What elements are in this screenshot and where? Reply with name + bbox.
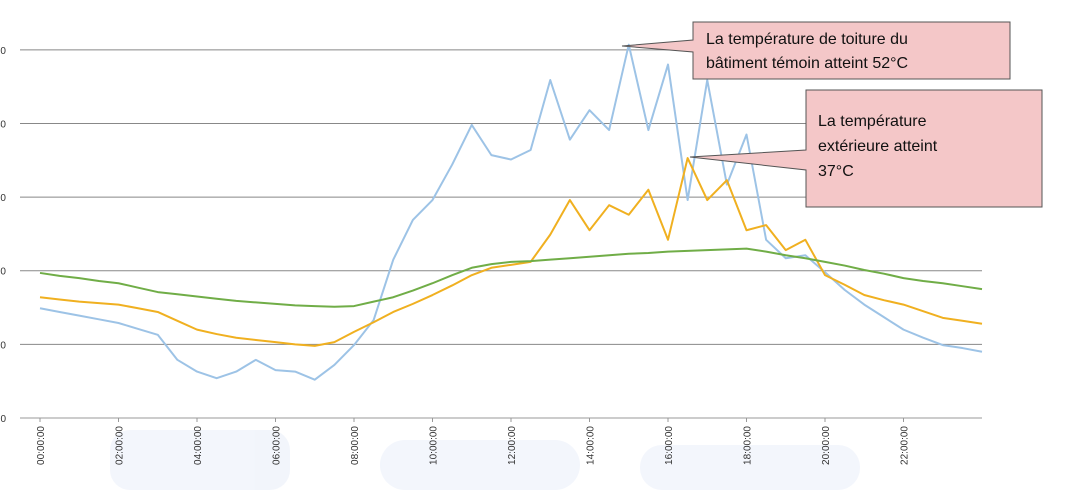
x-tick-label: 10:00:00 [429, 426, 440, 465]
x-tick-label: 08:00:00 [350, 426, 361, 465]
watermark [110, 430, 860, 490]
y-tick-label: 30 [0, 193, 6, 204]
x-tick-label: 20:00:00 [821, 426, 832, 465]
y-tick-label: 0 [0, 414, 6, 425]
x-tick-label: 02:00:00 [115, 426, 126, 465]
y-tick-label: 40 [0, 119, 6, 130]
x-tick-label: 06:00:00 [272, 426, 283, 465]
x-tick-label: 04:00:00 [193, 426, 204, 465]
callout: La température extérieure atteint 37°C [689, 89, 1043, 208]
callout-text: bâtiment témoin atteint 52°C [706, 55, 908, 72]
x-tick-label: 12:00:00 [507, 426, 518, 465]
callout: La température de toiture du bâtiment té… [621, 21, 1011, 80]
series-line [39, 157, 983, 347]
y-tick-label: 20 [0, 267, 6, 278]
x-tick-label: 16:00:00 [664, 426, 675, 465]
series-line [39, 43, 983, 381]
callout-text: La température [818, 113, 927, 130]
y-tick-label: 50 [0, 46, 6, 57]
x-tick-label: 22:00:00 [900, 426, 911, 465]
callout-text: La température de toiture du [706, 31, 908, 48]
x-tick-label: 18:00:00 [743, 426, 754, 465]
y-tick-label: 10 [0, 340, 6, 351]
callout-text: extérieure atteint [818, 138, 938, 155]
x-tick-label: 00:00:00 [36, 426, 47, 465]
callout-text: 37°C [818, 163, 854, 180]
series-line [39, 247, 983, 308]
x-tick-label: 14:00:00 [586, 426, 597, 465]
